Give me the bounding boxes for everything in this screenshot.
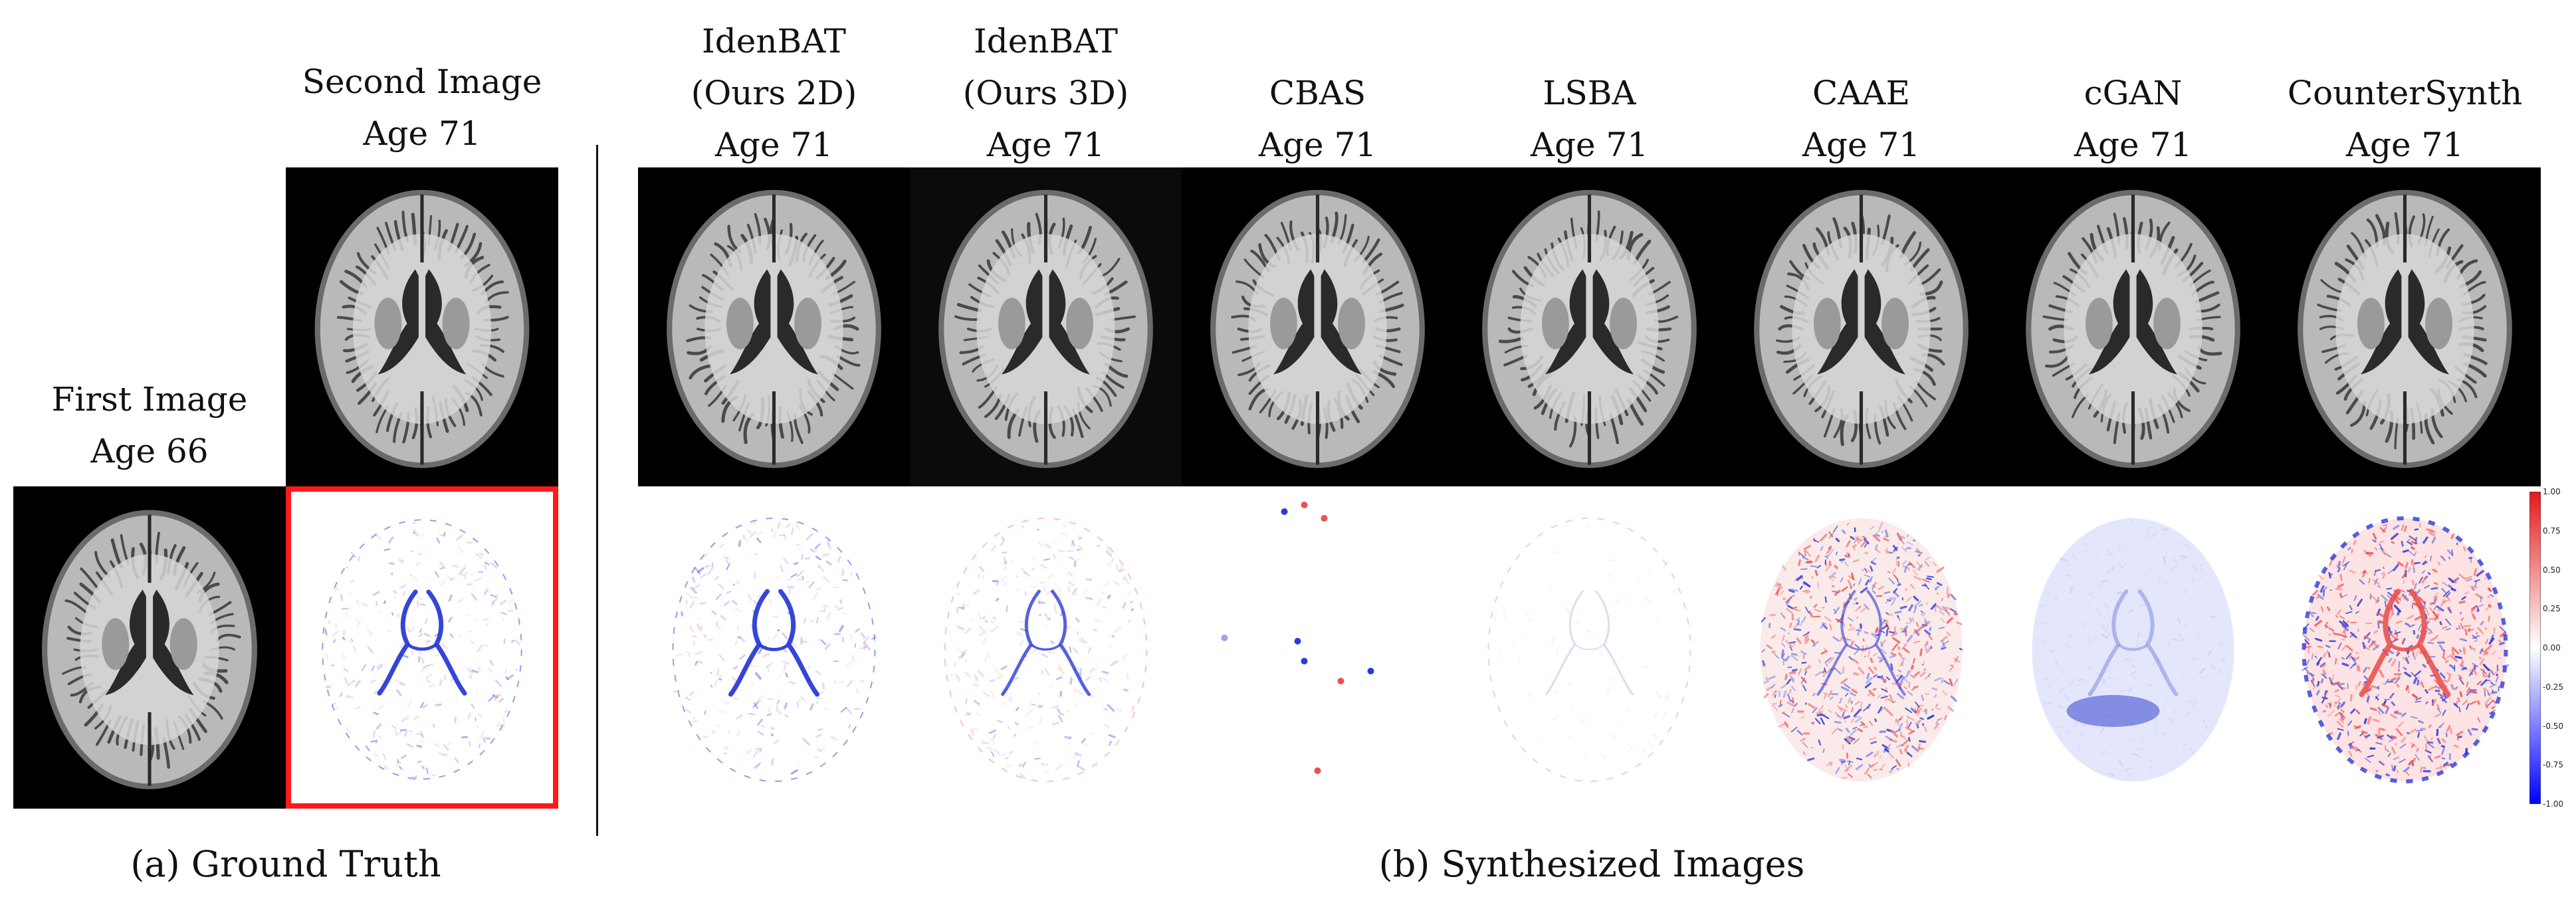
method-name: (Ours 2D): [691, 74, 857, 112]
method-label: CounterSynth Age 71: [2269, 15, 2541, 171]
section-divider: [596, 145, 598, 836]
colorbar-tick-label: 1.00: [2543, 487, 2561, 496]
method-name: CBAS: [1269, 74, 1366, 112]
method-name: [1453, 15, 1725, 67]
method-name: (Ours 3D): [962, 74, 1129, 112]
method-name: CAAE: [1812, 74, 1910, 112]
method-age: Age 71: [2345, 126, 2464, 164]
colorbar-tick-label: 0.25: [2543, 604, 2561, 614]
method-age: Age 71: [1258, 126, 1377, 164]
first-image-age: Age 66: [90, 432, 209, 470]
difference-map: [638, 492, 910, 804]
first-image-label: First Image Age 66: [13, 373, 286, 477]
method-label: cGAN Age 71: [1997, 15, 2269, 171]
colorbar-tick-label: -0.25: [2543, 682, 2564, 692]
method-name: IdenBAT: [973, 22, 1119, 60]
method-label: LSBA Age 71: [1453, 15, 1725, 171]
second-image-age: Age 71: [363, 114, 481, 153]
ground-truth-difference-map: [286, 486, 558, 809]
difference-colorbar: [2529, 492, 2541, 804]
second-image-mri: [286, 167, 558, 486]
method-age: Age 71: [714, 126, 833, 164]
synthesized-mri: [2269, 167, 2541, 486]
method-age: Age 71: [2074, 126, 2193, 164]
difference-map: [1453, 492, 1725, 804]
method-label: IdenBAT (Ours 3D) Age 71: [910, 15, 1182, 171]
first-image-mri: [13, 486, 286, 809]
method-age: Age 71: [1802, 126, 1921, 164]
synthesized-mri: [1453, 167, 1725, 486]
first-image-title: First Image: [51, 380, 248, 419]
synthesized-mri: [1725, 167, 1997, 486]
method-label: CBAS Age 71: [1182, 15, 1453, 171]
method-name: [1997, 15, 2269, 67]
method-label: CAAE Age 71: [1725, 15, 1997, 171]
ground-truth-caption: (a) Ground Truth: [130, 843, 441, 885]
method-name: [1182, 15, 1453, 67]
synthesized-mri: [910, 167, 1182, 486]
synthesized-caption: (b) Synthesized Images: [1378, 843, 1805, 885]
method-name: LSBA: [1543, 74, 1636, 112]
difference-map: [2269, 492, 2541, 804]
second-image-label: Second Image Age 71: [286, 56, 558, 159]
colorbar-tick-label: -0.75: [2543, 760, 2564, 770]
difference-map: [1182, 492, 1453, 804]
method-label: IdenBAT (Ours 2D) Age 71: [638, 15, 910, 171]
colorbar-tick-label: -1.00: [2543, 799, 2564, 809]
colorbar-tick-label: 0.50: [2543, 565, 2561, 575]
method-name: [1725, 15, 1997, 67]
method-age: Age 71: [1530, 126, 1649, 164]
synthesized-mri: [1997, 167, 2269, 486]
synthesized-mri: [1182, 167, 1453, 486]
second-image-title: Second Image: [302, 62, 542, 101]
difference-map: [910, 492, 1182, 804]
method-name: cGAN: [2084, 74, 2183, 112]
method-name: [2269, 15, 2541, 67]
colorbar-tick-label: -0.50: [2543, 721, 2564, 731]
colorbar-tick-label: 0.00: [2543, 643, 2561, 652]
difference-map: [1997, 492, 2269, 804]
method-age: Age 71: [986, 126, 1105, 164]
method-name: CounterSynth: [2287, 74, 2523, 112]
method-name: IdenBAT: [701, 22, 847, 60]
synthesized-mri: [638, 167, 910, 486]
difference-map: [1725, 492, 1997, 804]
colorbar-tick-label: 0.75: [2543, 526, 2561, 536]
